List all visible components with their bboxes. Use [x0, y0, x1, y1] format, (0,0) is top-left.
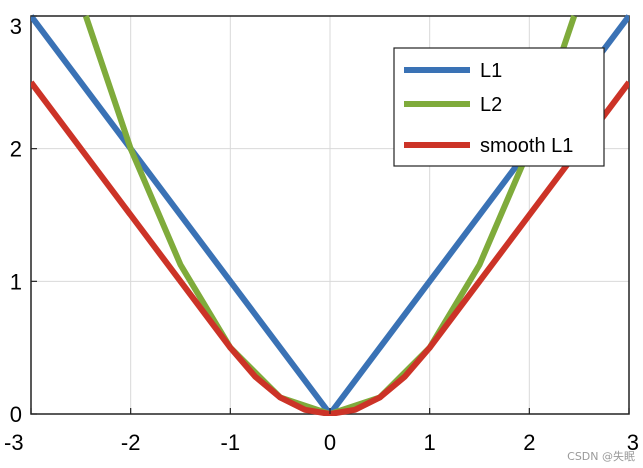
x-tick-label-1: -2: [121, 430, 141, 455]
x-tick-label-6: 3: [627, 430, 639, 455]
y-tick-label-3: 3: [10, 14, 22, 39]
x-tick-label-4: 1: [424, 430, 436, 455]
x-tick-label-0: -3: [4, 430, 24, 455]
x-tick-label-5: 2: [523, 430, 535, 455]
y-tick-label-0: 0: [10, 402, 22, 427]
y-axis-ticks: 0 1 2 3: [10, 14, 37, 427]
watermark: CSDN @失眠: [567, 450, 635, 463]
x-tick-label-2: -1: [221, 430, 241, 455]
x-axis-ticks: -3 -2 -1 0 1 2 3: [4, 408, 639, 455]
legend: L1 L2 smooth L1: [393, 47, 605, 167]
legend-label-l1: L1: [480, 60, 502, 82]
legend-label-smooth-l1: smooth L1: [480, 135, 573, 157]
x-tick-label-3: 0: [324, 430, 336, 455]
y-tick-label-1: 1: [10, 269, 22, 294]
legend-label-l2: L2: [480, 94, 502, 116]
y-tick-label-2: 2: [10, 137, 22, 162]
